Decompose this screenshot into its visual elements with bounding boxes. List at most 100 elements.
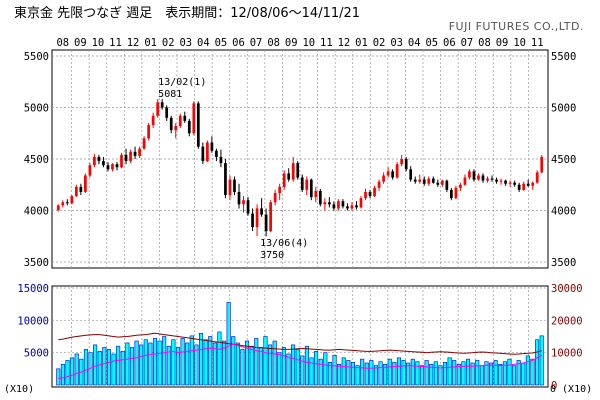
candle-body (88, 165, 92, 176)
volume-tick-left: 5000 (24, 348, 49, 360)
candle-body (61, 202, 65, 206)
volume-bar (212, 342, 217, 386)
candle-body (142, 138, 146, 149)
candle-body (418, 179, 422, 182)
volume-bar (272, 340, 277, 386)
candle-body (287, 173, 291, 180)
volume-bar (350, 362, 355, 386)
candle-body (269, 202, 272, 232)
candle-body (318, 190, 322, 205)
candle-body (355, 205, 358, 208)
candle-body (468, 171, 471, 178)
volume-bar (498, 364, 503, 386)
volume-bar (74, 353, 79, 386)
month-label: 11 (320, 37, 333, 49)
volume-bar (323, 352, 328, 386)
volume-bar (286, 353, 291, 386)
volume-bar (530, 358, 535, 386)
volume-bar (116, 345, 121, 386)
volume-bar (346, 360, 351, 386)
month-label: 08 (56, 37, 69, 49)
candle-body (373, 187, 376, 197)
volume-bar (327, 362, 332, 386)
volume-bar (106, 349, 111, 386)
volume-tick-left: 15000 (17, 283, 49, 295)
volume-bar (341, 357, 346, 386)
annotation-high-date: 13/02(1) (158, 77, 206, 88)
volume-bar (134, 340, 139, 386)
volume-bar (475, 360, 480, 386)
volume-bar (180, 338, 185, 386)
candle-body (513, 182, 516, 185)
volume-bar (433, 361, 438, 386)
candle-body (93, 156, 96, 166)
candle-body (490, 178, 494, 180)
month-label: 01 (144, 37, 157, 49)
price-tick-left: 3500 (24, 257, 49, 269)
month-label: 01 (355, 37, 368, 49)
candle-body (504, 180, 507, 184)
volume-bar (129, 347, 134, 386)
candle-body (508, 182, 512, 184)
volume-bar (318, 358, 323, 386)
price-tick-right: 4500 (551, 154, 576, 166)
volume-bar (60, 364, 65, 386)
volume-bar (277, 352, 282, 386)
month-label: 10 (513, 37, 526, 49)
candle-body (282, 173, 286, 187)
volume-bar (429, 364, 434, 386)
candle-body (400, 159, 404, 165)
volume-bar (521, 362, 526, 386)
volume-bar (304, 345, 309, 386)
candle-body (278, 186, 282, 193)
volume-bar (364, 362, 369, 386)
volume-bar (479, 365, 484, 386)
volume-bar (217, 331, 222, 386)
candle-body (337, 201, 340, 209)
volume-bar (120, 351, 125, 386)
volume-bar (309, 357, 314, 386)
volume-bar (539, 335, 544, 386)
candle-body (440, 180, 444, 185)
volume-bar (240, 349, 245, 386)
candle-body (215, 150, 218, 157)
candle-body (391, 171, 394, 178)
volume-bar (484, 361, 489, 386)
month-label: 09 (285, 37, 298, 49)
candle-body (291, 163, 295, 180)
month-label: 10 (92, 37, 105, 49)
volume-bar (185, 342, 190, 386)
volume-bar (152, 338, 158, 386)
candle-body (300, 177, 304, 190)
volume-bar (222, 340, 227, 386)
price-tick-right: 5000 (551, 103, 576, 115)
volume-bar (231, 336, 236, 386)
volume-bar (194, 344, 199, 386)
candle-body (450, 189, 453, 199)
volume-bar (378, 361, 383, 386)
volume-bar (406, 362, 411, 386)
candle-body (74, 186, 78, 197)
candle-body (404, 159, 408, 170)
volume-tick-right: 0 (551, 380, 557, 392)
candle-body (427, 178, 431, 184)
volume-bar (447, 357, 452, 386)
candle-body (192, 103, 196, 134)
volume-bar (337, 364, 342, 386)
month-label: 06 (443, 37, 456, 49)
candle-body (382, 175, 385, 182)
candle-body (56, 205, 60, 210)
volume-bar (383, 364, 388, 386)
volume-bar (281, 347, 286, 386)
candle-body (70, 196, 74, 204)
month-label: 05 (425, 37, 438, 49)
volume-unit-right: 0 (X10) (550, 384, 592, 395)
volume-bar (70, 357, 75, 386)
volume-bar (203, 339, 208, 386)
volume-bar (235, 342, 240, 386)
volume-bar (461, 361, 466, 386)
candle-body (210, 142, 214, 151)
candle-body (255, 208, 259, 227)
candle-body (97, 156, 101, 162)
